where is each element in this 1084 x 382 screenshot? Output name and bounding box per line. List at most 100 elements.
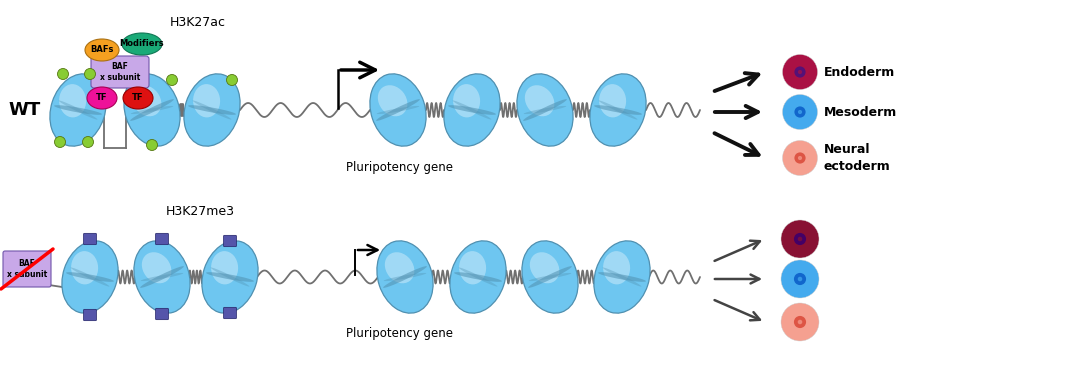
Circle shape [795, 107, 805, 118]
Ellipse shape [529, 273, 571, 281]
Ellipse shape [460, 251, 486, 284]
Text: Neural
ectoderm: Neural ectoderm [824, 143, 890, 173]
FancyBboxPatch shape [223, 308, 236, 319]
Ellipse shape [378, 85, 408, 116]
Ellipse shape [184, 74, 241, 146]
FancyBboxPatch shape [83, 309, 96, 320]
Ellipse shape [599, 84, 627, 117]
Ellipse shape [193, 100, 231, 120]
Circle shape [57, 68, 68, 79]
Ellipse shape [66, 272, 114, 282]
Ellipse shape [603, 251, 630, 284]
Ellipse shape [594, 105, 642, 115]
Circle shape [795, 152, 805, 163]
Ellipse shape [210, 267, 249, 286]
Text: TF: TF [132, 94, 144, 102]
FancyBboxPatch shape [223, 235, 236, 247]
Circle shape [780, 220, 820, 258]
Ellipse shape [87, 87, 117, 109]
Ellipse shape [72, 251, 99, 284]
Circle shape [798, 156, 802, 160]
Ellipse shape [142, 252, 171, 283]
Ellipse shape [134, 241, 190, 313]
Ellipse shape [453, 84, 480, 117]
Text: Modifiers: Modifiers [119, 39, 165, 49]
Text: H3K27me3: H3K27me3 [166, 206, 234, 219]
Ellipse shape [206, 272, 254, 282]
Text: H3K27ac: H3K27ac [170, 16, 225, 29]
Circle shape [795, 66, 805, 78]
Ellipse shape [528, 266, 572, 288]
Ellipse shape [62, 241, 118, 313]
Ellipse shape [385, 252, 414, 283]
Circle shape [227, 74, 237, 86]
Ellipse shape [524, 106, 566, 114]
Text: Endoderm: Endoderm [824, 65, 894, 78]
Circle shape [793, 233, 806, 245]
Ellipse shape [448, 105, 496, 115]
Ellipse shape [211, 251, 238, 284]
Ellipse shape [193, 84, 220, 117]
FancyBboxPatch shape [3, 251, 51, 287]
Circle shape [146, 139, 157, 151]
Circle shape [798, 237, 802, 241]
Ellipse shape [202, 241, 258, 313]
FancyBboxPatch shape [91, 56, 149, 88]
Ellipse shape [140, 266, 184, 288]
Circle shape [783, 94, 817, 129]
FancyBboxPatch shape [83, 233, 96, 245]
Ellipse shape [60, 84, 86, 117]
Ellipse shape [443, 74, 500, 146]
Circle shape [54, 136, 65, 147]
Circle shape [793, 316, 806, 328]
Ellipse shape [122, 87, 153, 109]
FancyBboxPatch shape [155, 233, 168, 245]
Text: TF: TF [96, 94, 107, 102]
Ellipse shape [454, 272, 502, 282]
Ellipse shape [59, 100, 98, 120]
Text: Mesoderm: Mesoderm [824, 105, 896, 118]
Circle shape [798, 110, 802, 114]
Circle shape [798, 277, 802, 281]
Text: BAFs: BAFs [90, 45, 114, 55]
Circle shape [85, 68, 95, 79]
Circle shape [780, 260, 820, 298]
Ellipse shape [141, 273, 183, 281]
Ellipse shape [131, 106, 173, 114]
Ellipse shape [598, 100, 637, 120]
Ellipse shape [70, 267, 109, 286]
Circle shape [783, 55, 817, 89]
Ellipse shape [124, 74, 180, 146]
Ellipse shape [132, 85, 162, 116]
Ellipse shape [598, 272, 646, 282]
Ellipse shape [384, 273, 426, 281]
Circle shape [167, 74, 178, 86]
Ellipse shape [377, 106, 420, 114]
Ellipse shape [603, 267, 642, 286]
Ellipse shape [594, 241, 650, 313]
Ellipse shape [453, 100, 491, 120]
Ellipse shape [450, 241, 506, 313]
FancyBboxPatch shape [155, 308, 168, 320]
Ellipse shape [383, 266, 427, 288]
Text: BAF
x subunit: BAF x subunit [7, 259, 47, 279]
Ellipse shape [370, 74, 426, 146]
Ellipse shape [50, 74, 106, 146]
Circle shape [783, 141, 817, 175]
Ellipse shape [376, 99, 420, 121]
Text: Pluripotency gene: Pluripotency gene [347, 327, 453, 340]
Ellipse shape [517, 74, 573, 146]
Text: WT: WT [9, 101, 41, 119]
Circle shape [82, 136, 93, 147]
Ellipse shape [54, 105, 102, 115]
Ellipse shape [377, 241, 434, 313]
Ellipse shape [122, 33, 162, 55]
Circle shape [780, 303, 820, 341]
Ellipse shape [521, 241, 578, 313]
Text: Pluripotency gene: Pluripotency gene [347, 162, 453, 175]
Circle shape [798, 320, 802, 324]
Ellipse shape [590, 74, 646, 146]
Text: BAF
x subunit: BAF x subunit [100, 62, 140, 82]
Ellipse shape [459, 267, 498, 286]
Ellipse shape [188, 105, 236, 115]
